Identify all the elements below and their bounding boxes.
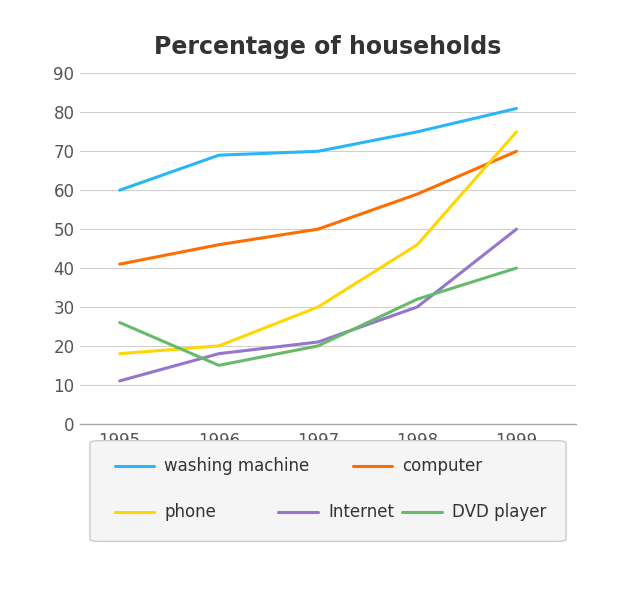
Text: computer: computer bbox=[403, 457, 483, 475]
Text: washing machine: washing machine bbox=[164, 457, 310, 475]
Text: DVD player: DVD player bbox=[452, 503, 547, 521]
Title: Percentage of households: Percentage of households bbox=[154, 35, 502, 59]
FancyBboxPatch shape bbox=[90, 441, 566, 542]
Text: Internet: Internet bbox=[328, 503, 394, 521]
Text: phone: phone bbox=[164, 503, 216, 521]
